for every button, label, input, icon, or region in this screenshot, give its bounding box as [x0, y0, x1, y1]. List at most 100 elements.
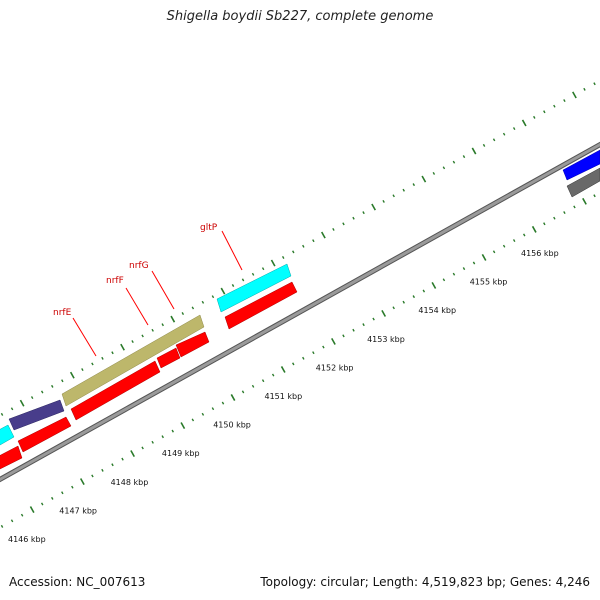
leader-nrfE	[72, 317, 97, 357]
minor-tick	[121, 457, 124, 461]
gene-red-nrfF	[70, 360, 161, 421]
minor-tick	[251, 272, 255, 276]
minor-tick	[362, 323, 365, 327]
minor-tick	[312, 351, 315, 355]
major-tick	[582, 197, 587, 205]
major-tick	[19, 399, 25, 407]
major-tick	[320, 231, 326, 239]
minor-tick	[191, 306, 195, 310]
gene-nrfE	[61, 314, 205, 407]
gene-label-gltP: gltP	[200, 223, 218, 233]
minor-tick	[91, 362, 94, 366]
minor-tick	[141, 446, 144, 450]
major-tick	[331, 338, 336, 345]
minor-tick	[101, 356, 104, 360]
minor-tick	[512, 239, 516, 243]
minor-tick	[593, 82, 596, 86]
gene-blue	[562, 149, 600, 181]
outer-tick-track	[0, 82, 596, 416]
minor-tick	[292, 250, 295, 254]
gene-red-1	[0, 445, 23, 470]
minor-tick	[543, 222, 546, 226]
map-title: Shigella boydii Sb227, complete genome	[166, 9, 434, 24]
minor-tick	[191, 418, 195, 422]
minor-tick	[281, 256, 285, 259]
minor-tick	[101, 468, 104, 472]
minor-tick	[352, 328, 355, 332]
minor-tick	[432, 171, 436, 175]
major-tick	[120, 343, 125, 351]
minor-tick	[402, 188, 405, 192]
minor-tick	[492, 138, 496, 142]
minor-tick	[392, 306, 395, 310]
minor-tick	[392, 194, 395, 198]
minor-tick	[502, 132, 506, 136]
minor-tick	[382, 199, 385, 203]
gene-label-nrfF: nrfF	[106, 276, 124, 286]
minor-tick	[40, 390, 44, 394]
backbone	[0, 141, 600, 483]
gene-red-4	[175, 331, 210, 358]
minor-tick	[563, 99, 566, 103]
minor-tick	[492, 250, 496, 254]
ruler-label: 4154 kbp	[418, 306, 456, 315]
leader-gltP	[221, 230, 243, 271]
minor-tick	[583, 87, 586, 91]
minor-tick	[161, 435, 164, 439]
minor-tick	[402, 300, 405, 304]
minor-tick	[342, 222, 345, 226]
ruler-label: 4151 kbp	[265, 392, 303, 401]
minor-tick	[502, 244, 506, 248]
minor-tick	[362, 211, 365, 215]
minor-tick	[20, 513, 24, 517]
minor-tick	[201, 412, 205, 416]
ruler-label: 4150 kbp	[213, 421, 251, 430]
minor-tick	[251, 384, 255, 388]
major-tick	[220, 287, 226, 295]
major-tick	[130, 450, 135, 457]
minor-tick	[271, 373, 275, 377]
minor-tick	[543, 110, 546, 114]
leader-nrfG	[151, 270, 175, 310]
major-tick	[521, 119, 527, 127]
minor-tick	[563, 211, 566, 215]
major-tick	[79, 478, 85, 486]
gene-red-5	[224, 281, 298, 330]
major-tick	[381, 309, 387, 317]
major-tick	[572, 91, 577, 99]
minor-tick	[422, 289, 426, 293]
minor-tick	[40, 502, 44, 506]
gene-red-nrfG	[156, 347, 181, 369]
minor-tick	[573, 205, 576, 209]
gene-label-nrfG: nrfG	[129, 261, 149, 271]
major-tick	[471, 147, 477, 155]
minor-tick	[71, 485, 74, 489]
minor-tick	[452, 272, 456, 276]
minor-tick	[462, 155, 466, 159]
minor-tick	[91, 474, 94, 478]
major-tick	[431, 281, 437, 289]
accession-text: Accession: NC_007613	[9, 575, 146, 589]
ruler-label: 4146 kbp	[8, 535, 46, 544]
inner-tick-track	[0, 194, 596, 528]
minor-tick	[201, 300, 205, 304]
minor-tick	[593, 194, 596, 198]
major-tick	[280, 366, 286, 373]
minor-tick	[51, 496, 54, 500]
major-tick	[421, 175, 427, 183]
minor-tick	[81, 368, 84, 372]
major-tick	[69, 371, 75, 379]
ruler-label: 4152 kbp	[316, 363, 354, 372]
ruler-label: 4155 kbp	[470, 278, 508, 287]
ruler-label: 4148 kbp	[111, 478, 149, 487]
gene-gray	[566, 167, 600, 198]
minor-tick	[221, 401, 225, 405]
ruler-labels: 4146 kbp 4147 kbp 4148 kbp 4149 kbp 4150 kbp…	[8, 249, 559, 544]
minor-tick	[241, 390, 245, 394]
gene-navy	[8, 399, 65, 431]
minor-tick	[151, 440, 154, 444]
ruler-label: 4149 kbp	[162, 449, 200, 458]
minor-tick	[61, 379, 64, 383]
minor-tick	[151, 328, 154, 332]
